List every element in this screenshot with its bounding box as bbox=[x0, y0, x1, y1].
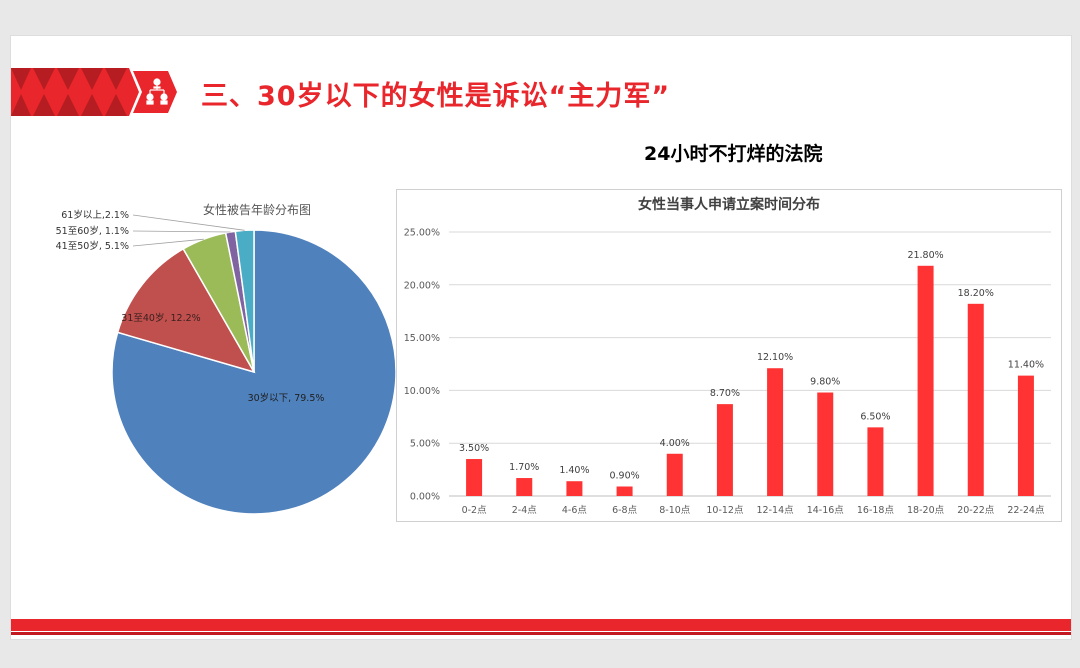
bar-1 bbox=[516, 478, 533, 496]
x-tick-label-4: 8-10点 bbox=[659, 505, 691, 516]
x-tick-label-1: 2-4点 bbox=[512, 505, 538, 516]
x-tick-label-7: 14-16点 bbox=[807, 505, 845, 516]
bar-data-label-11: 11.40% bbox=[1008, 360, 1044, 371]
people-network-icon bbox=[146, 78, 168, 105]
y-tick-label-4: 20.00% bbox=[404, 280, 440, 291]
pie-slice-4 bbox=[234, 229, 255, 373]
filing-time-bar-chart: 女性当事人申请立案时间分布 0.00% 5.00% 10.00% 15.00% 20.0… bbox=[404, 196, 1051, 516]
bar-0 bbox=[466, 459, 483, 496]
y-tick-label-2: 10.00% bbox=[404, 386, 440, 397]
slide-title: 三、30岁以下的女性是诉讼“主力军” bbox=[201, 81, 671, 112]
bar-7 bbox=[817, 392, 834, 496]
bar-2 bbox=[566, 481, 583, 496]
bar-data-label-10: 18.20% bbox=[958, 288, 994, 299]
y-tick-label-1: 5.00% bbox=[410, 439, 440, 450]
footer-line bbox=[11, 632, 1071, 635]
pie-data-label-1: 31至40岁, 12.2% bbox=[121, 312, 200, 324]
title-banner bbox=[11, 68, 181, 116]
pie-leader-line-3 bbox=[132, 230, 231, 233]
y-tick-label-5: 25.00% bbox=[404, 228, 440, 239]
bar-8 bbox=[867, 427, 884, 496]
slide-subtitle: 24小时不打烊的法院 bbox=[644, 143, 823, 165]
pie-slice-1 bbox=[116, 247, 256, 374]
x-tick-label-3: 6-8点 bbox=[612, 505, 638, 516]
x-tick-label-11: 22-24点 bbox=[1007, 505, 1045, 516]
footer-bar bbox=[11, 619, 1071, 631]
bar-4 bbox=[666, 453, 683, 496]
x-tick-label-10: 20-22点 bbox=[957, 505, 995, 516]
bar-data-label-5: 8.70% bbox=[710, 388, 740, 399]
x-tick-label-2: 4-6点 bbox=[562, 505, 588, 516]
pie-data-label-2: 41至50岁, 5.1% bbox=[56, 240, 129, 252]
slide: 三、30岁以下的女性是诉讼“主力军” 24小时不打烊的法院 女性被告年龄分布图 … bbox=[10, 35, 1072, 640]
bar-3 bbox=[616, 486, 633, 496]
pie-chart-title: 女性被告年龄分布图 bbox=[203, 202, 311, 217]
pie-leader-line-2 bbox=[132, 238, 204, 247]
pie-leader-line-4 bbox=[132, 214, 245, 231]
y-tick-label-0: 0.00% bbox=[410, 492, 440, 503]
age-pie-chart: 女性被告年龄分布图 30岁以下, 79.5% 31至40岁, 12.2% 41至50… bbox=[56, 202, 397, 515]
pie-slice-0 bbox=[111, 229, 397, 515]
bar-data-label-9: 21.80% bbox=[907, 250, 943, 261]
bar-9 bbox=[917, 265, 934, 496]
y-tick-label-3: 15.00% bbox=[404, 333, 440, 344]
bar-data-label-7: 9.80% bbox=[810, 377, 840, 388]
bar-10 bbox=[967, 303, 984, 496]
filing-time-bar-chart-frame: 女性当事人申请立案时间分布 0.00% 5.00% 10.00% 15.00% 20.0… bbox=[396, 189, 1062, 522]
bar-data-label-2: 1.40% bbox=[559, 465, 589, 476]
pie-data-label-4: 61岁以上,2.1% bbox=[61, 209, 129, 221]
bar-data-label-1: 1.70% bbox=[509, 462, 539, 473]
bar-11 bbox=[1017, 375, 1034, 496]
bar-data-label-8: 6.50% bbox=[860, 411, 890, 422]
pie-data-label-3: 51至60岁, 1.1% bbox=[56, 225, 129, 237]
x-tick-label-5: 10-12点 bbox=[706, 505, 744, 516]
bar-data-label-6: 12.10% bbox=[757, 352, 793, 363]
x-tick-label-0: 0-2点 bbox=[462, 505, 488, 516]
bar-data-label-4: 4.00% bbox=[660, 438, 690, 449]
x-tick-label-8: 16-18点 bbox=[857, 505, 895, 516]
bar-6 bbox=[767, 368, 784, 496]
x-tick-label-6: 12-14点 bbox=[757, 505, 795, 516]
bar-chart-title: 女性当事人申请立案时间分布 bbox=[638, 196, 820, 213]
x-tick-label-9: 18-20点 bbox=[907, 505, 945, 516]
bar-data-label-0: 3.50% bbox=[459, 443, 489, 454]
pie-data-label-0: 30岁以下, 79.5% bbox=[248, 392, 325, 404]
bar-5 bbox=[716, 404, 733, 496]
bar-data-label-3: 0.90% bbox=[609, 470, 639, 481]
